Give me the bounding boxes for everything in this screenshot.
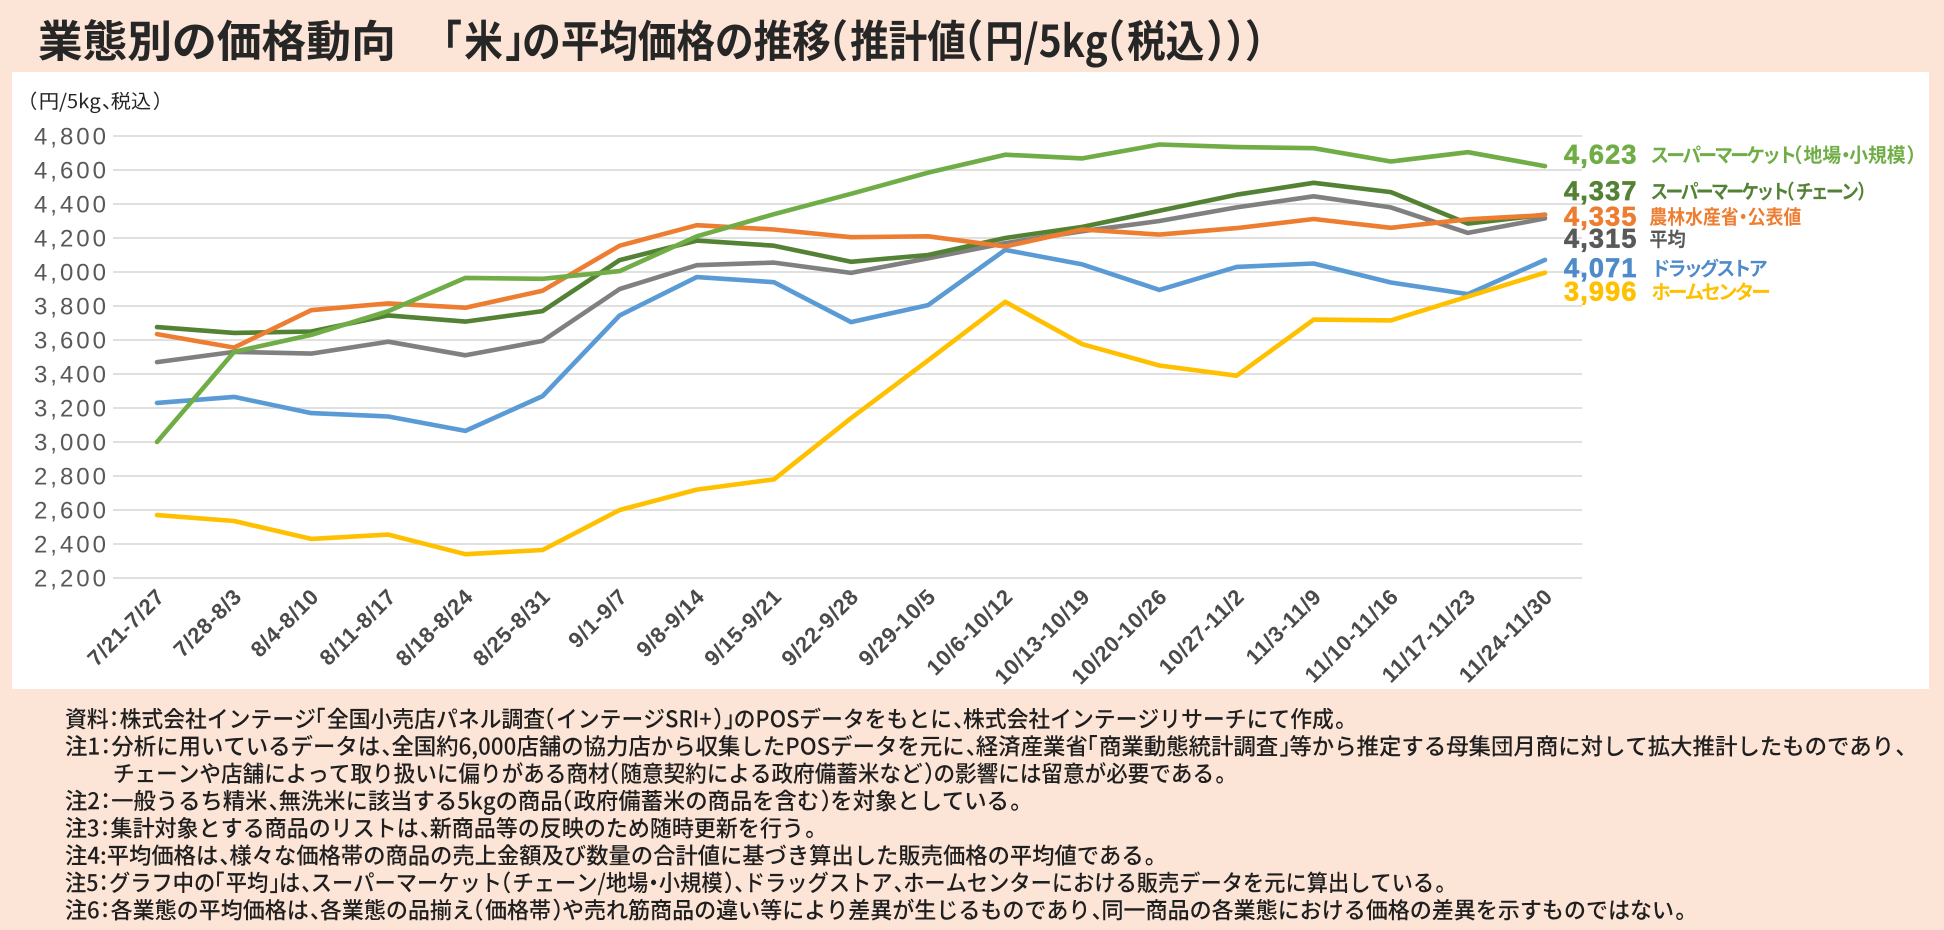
- svg-text:4,400: 4,400: [34, 192, 109, 219]
- svg-text:4,337: 4,337: [1564, 176, 1638, 206]
- svg-text:4,600: 4,600: [34, 158, 109, 185]
- svg-text:4,800: 4,800: [34, 124, 109, 151]
- svg-text:3,800: 3,800: [34, 294, 109, 321]
- svg-text:3,600: 3,600: [34, 328, 109, 355]
- svg-text:4,200: 4,200: [34, 226, 109, 253]
- svg-text:2,600: 2,600: [34, 498, 109, 525]
- svg-text:2,800: 2,800: [34, 464, 109, 491]
- svg-text:2,200: 2,200: [34, 566, 109, 593]
- svg-text:3,400: 3,400: [34, 362, 109, 389]
- svg-text:3,996: 3,996: [1564, 276, 1638, 306]
- svg-text:4,000: 4,000: [34, 260, 109, 287]
- svg-text:3,000: 3,000: [34, 430, 109, 457]
- svg-text:2,400: 2,400: [34, 532, 109, 559]
- svg-text:4,623: 4,623: [1564, 140, 1638, 170]
- svg-text:4,315: 4,315: [1564, 224, 1638, 254]
- svg-text:4,071: 4,071: [1564, 253, 1638, 283]
- svg-text:4,335: 4,335: [1564, 201, 1638, 231]
- svg-text:3,200: 3,200: [34, 396, 109, 423]
